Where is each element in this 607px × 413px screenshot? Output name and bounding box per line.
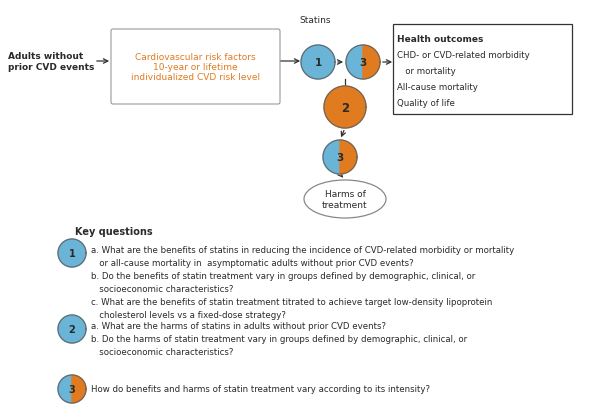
Text: All-cause mortality: All-cause mortality — [397, 83, 478, 92]
Text: Statins: Statins — [299, 15, 331, 24]
Text: 1: 1 — [69, 248, 75, 259]
Polygon shape — [72, 375, 86, 403]
Polygon shape — [58, 315, 86, 343]
Text: b. Do the harms of statin treatment vary in groups defined by demographic, clini: b. Do the harms of statin treatment vary… — [91, 334, 467, 343]
Ellipse shape — [304, 180, 386, 218]
Text: Cardiovascular risk factors
10-year or lifetime
individualized CVD risk level: Cardiovascular risk factors 10-year or l… — [131, 52, 260, 82]
Text: How do benefits and harms of statin treatment vary according to its intensity?: How do benefits and harms of statin trea… — [91, 385, 430, 394]
Text: socioeconomic characteristics?: socioeconomic characteristics? — [91, 347, 233, 356]
Text: 3: 3 — [69, 384, 75, 394]
FancyBboxPatch shape — [111, 30, 280, 105]
Polygon shape — [58, 240, 86, 267]
Text: a. What are the benefits of statins in reducing the incidence of CVD-related mor: a. What are the benefits of statins in r… — [91, 245, 514, 254]
Text: cholesterol levels vs a fixed-dose strategy?: cholesterol levels vs a fixed-dose strat… — [91, 310, 286, 319]
Polygon shape — [340, 141, 357, 175]
Text: or all-cause mortality in  asymptomatic adults without prior CVD events?: or all-cause mortality in asymptomatic a… — [91, 259, 413, 267]
Polygon shape — [363, 46, 380, 80]
Text: Health outcomes: Health outcomes — [397, 35, 483, 44]
Text: 2: 2 — [69, 324, 75, 334]
Text: 3: 3 — [359, 58, 367, 68]
Bar — [393, 25, 572, 115]
Text: Harms of
treatment: Harms of treatment — [322, 190, 368, 209]
Text: Quality of life: Quality of life — [397, 99, 455, 108]
Text: or mortality: or mortality — [397, 67, 456, 76]
Text: CHD- or CVD-related morbidity: CHD- or CVD-related morbidity — [397, 51, 530, 60]
Polygon shape — [301, 46, 335, 80]
Polygon shape — [346, 46, 363, 80]
Text: 3: 3 — [336, 153, 344, 163]
Text: Key questions: Key questions — [75, 226, 152, 236]
Text: socioeconomic characteristics?: socioeconomic characteristics? — [91, 284, 233, 293]
Text: c. What are the benefits of statin treatment titrated to achieve target low-dens: c. What are the benefits of statin treat… — [91, 297, 492, 306]
Text: a. What are the harms of statins in adults without prior CVD events?: a. What are the harms of statins in adul… — [91, 321, 386, 330]
Polygon shape — [323, 141, 340, 175]
Text: Adults without
prior CVD events: Adults without prior CVD events — [8, 52, 94, 71]
Polygon shape — [58, 375, 72, 403]
Polygon shape — [324, 87, 366, 129]
Text: b. Do the benefits of statin treatment vary in groups defined by demographic, cl: b. Do the benefits of statin treatment v… — [91, 271, 475, 280]
Text: 1: 1 — [314, 58, 322, 68]
Text: 2: 2 — [341, 101, 349, 114]
